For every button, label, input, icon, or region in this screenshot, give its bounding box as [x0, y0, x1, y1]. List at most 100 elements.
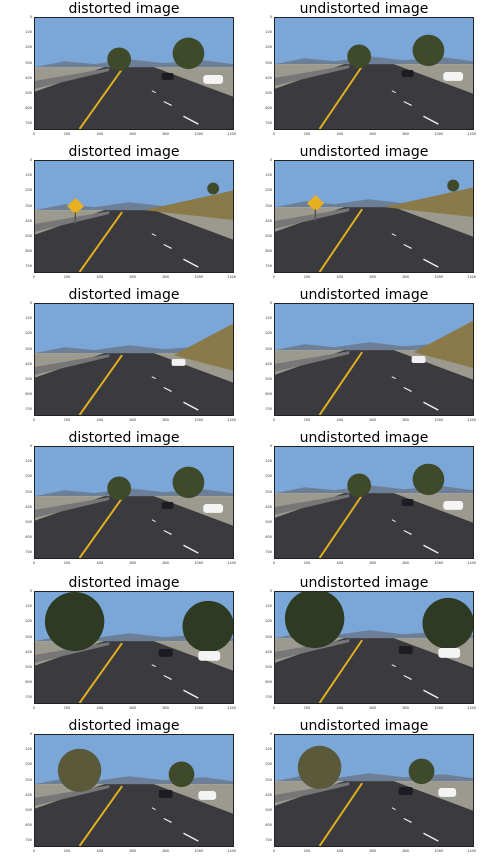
- y-tick-label: 600: [265, 823, 272, 827]
- y-tick-label: 500: [265, 90, 272, 95]
- y-tick-label: 100: [265, 30, 272, 35]
- x-tick-label: 0: [272, 706, 276, 710]
- panel-title: distorted image: [68, 718, 180, 734]
- y-tick-label: 500: [265, 519, 272, 524]
- y-tick-label: 100: [265, 173, 272, 178]
- road-photo-svg: [35, 161, 233, 272]
- x-tick-label: 1000: [194, 275, 204, 279]
- y-tick-label: 100: [25, 747, 32, 752]
- road-photo: [274, 17, 474, 130]
- x-tick-label: 0: [32, 132, 36, 136]
- x-tick-label: 600: [129, 849, 137, 853]
- x-tick-label: 600: [129, 132, 137, 136]
- y-tick-label: 100: [25, 173, 32, 178]
- y-tick-label: 500: [25, 90, 32, 95]
- x-tick-label: 400: [96, 418, 104, 422]
- y-tick-label: 600: [265, 392, 272, 396]
- y-tick-label: 300: [265, 203, 272, 208]
- x-tick-label: 0: [32, 849, 36, 853]
- road-photo-svg: [35, 592, 233, 703]
- panel-title: undistorted image: [299, 1, 429, 17]
- x-tick-label: 600: [369, 706, 377, 710]
- road-photo-svg: [275, 304, 473, 415]
- x-tick-label: 400: [96, 706, 104, 710]
- y-tick-label: 500: [25, 519, 32, 524]
- x-tick-label: 600: [129, 561, 137, 565]
- figure-panel-1-left: distorted image 0 100 200 300 400 500 600 700 0 20…: [14, 2, 236, 144]
- figure-panel-3-right: undistorted image 0 100 200 300 400 500 600 700 0…: [254, 288, 476, 430]
- road-photo: [274, 734, 474, 847]
- x-tick-label: 200: [303, 849, 311, 853]
- panel-title: undistorted image: [299, 430, 429, 446]
- x-tick-label: 1000: [194, 849, 204, 853]
- y-tick-label: 500: [265, 807, 272, 812]
- x-tick-label: 400: [336, 561, 344, 565]
- x-tick-label: 400: [336, 706, 344, 710]
- y-tick-label: 0: [269, 732, 272, 736]
- y-tick-label: 100: [265, 459, 272, 464]
- y-tick-label: 400: [265, 75, 272, 80]
- road-photo-svg: [275, 18, 473, 129]
- x-tick-label: 200: [63, 275, 71, 279]
- y-tick-label: 0: [29, 158, 32, 162]
- x-tick-label: 0: [32, 561, 36, 565]
- y-tick-label: 200: [265, 619, 272, 624]
- y-tick-label: 400: [25, 649, 32, 654]
- x-tick-label: 800: [402, 275, 410, 279]
- x-axis-ticks: 0 200 400 600 800 1000 1200: [272, 418, 476, 426]
- y-tick-label: 200: [25, 45, 32, 50]
- y-tick-label: 400: [25, 792, 32, 797]
- x-tick-label: 1200: [467, 849, 477, 853]
- x-tick-label: 200: [303, 561, 311, 565]
- road-photo: [274, 303, 474, 416]
- x-tick-label: 600: [369, 132, 377, 136]
- panel-title: distorted image: [68, 287, 180, 303]
- x-tick-label: 0: [32, 418, 36, 422]
- road-photo: [34, 591, 234, 704]
- x-tick-label: 800: [402, 706, 410, 710]
- y-tick-label: 600: [25, 535, 32, 539]
- x-tick-label: 0: [32, 275, 36, 279]
- x-tick-label: 1200: [227, 706, 237, 710]
- y-tick-label: 700: [25, 550, 32, 555]
- x-tick-label: 800: [402, 418, 410, 422]
- x-tick-label: 1000: [194, 132, 204, 136]
- x-tick-label: 1200: [467, 706, 477, 710]
- x-tick-label: 0: [272, 418, 276, 422]
- x-tick-label: 1200: [227, 275, 237, 279]
- y-tick-label: 200: [265, 45, 272, 50]
- y-tick-label: 0: [269, 589, 272, 593]
- x-tick-label: 400: [336, 849, 344, 853]
- x-axis-ticks: 0 200 400 600 800 1000 1200: [32, 132, 236, 140]
- y-tick-label: 500: [25, 664, 32, 669]
- x-tick-label: 0: [272, 561, 276, 565]
- x-tick-label: 600: [129, 418, 137, 422]
- road-photo: [34, 17, 234, 130]
- x-tick-label: 1200: [227, 561, 237, 565]
- y-tick-label: 300: [25, 634, 32, 639]
- y-tick-label: 700: [25, 838, 32, 843]
- x-tick-label: 1000: [434, 706, 444, 710]
- y-tick-label: 500: [25, 376, 32, 381]
- y-tick-label: 300: [265, 60, 272, 65]
- y-tick-label: 400: [25, 361, 32, 366]
- x-axis-ticks: 0 200 400 600 800 1000 1200: [273, 849, 477, 857]
- x-tick-label: 800: [162, 418, 170, 422]
- x-tick-label: 800: [402, 561, 410, 565]
- x-tick-label: 600: [369, 849, 377, 853]
- x-tick-label: 600: [369, 561, 377, 565]
- x-tick-label: 800: [162, 132, 170, 136]
- y-tick-label: 300: [25, 203, 32, 208]
- x-tick-label: 200: [63, 132, 71, 136]
- road-photo: [274, 591, 474, 704]
- y-tick-label: 700: [25, 695, 32, 700]
- y-tick-label: 400: [265, 504, 272, 509]
- y-tick-label: 400: [265, 361, 272, 366]
- y-tick-label: 300: [265, 777, 272, 782]
- y-tick-label: 0: [29, 732, 32, 736]
- y-tick-label: 400: [265, 649, 272, 654]
- road-photo: [34, 160, 234, 273]
- x-tick-label: 0: [32, 706, 36, 710]
- y-tick-label: 600: [25, 392, 32, 396]
- y-tick-label: 200: [25, 331, 32, 336]
